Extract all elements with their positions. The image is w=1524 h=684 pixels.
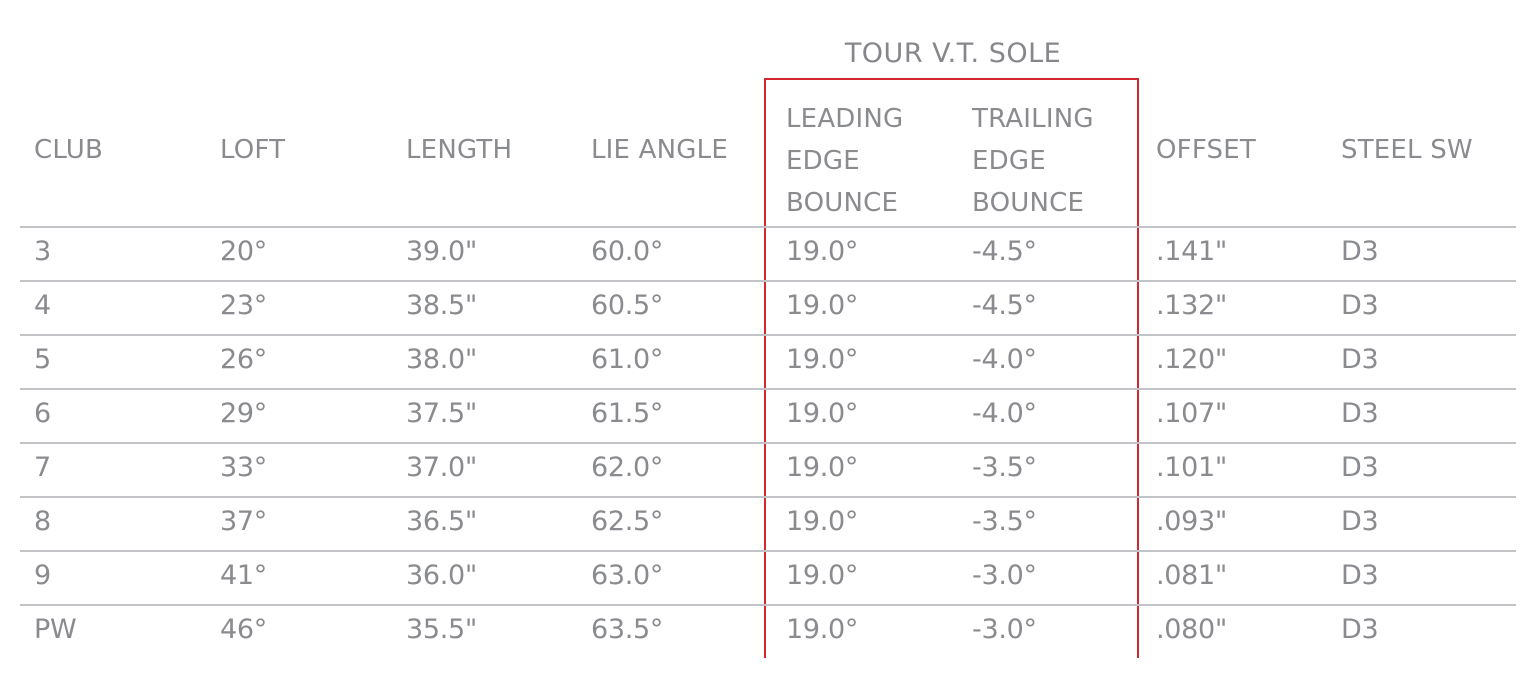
row-divider	[20, 604, 1516, 606]
cell-steel-sw: D3	[1341, 236, 1379, 267]
cell-loft: 37°	[220, 506, 267, 537]
header-trailing-edge-bounce-line-2: EDGE	[972, 146, 1046, 176]
cell-trailing-edge-bounce: -4.0°	[972, 398, 1037, 429]
cell-length: 37.5"	[406, 398, 478, 429]
cell-club: 6	[34, 398, 51, 429]
header-trailing-edge-bounce: TRAILING EDGE BOUNCE	[972, 98, 1142, 224]
cell-steel-sw: D3	[1341, 452, 1379, 483]
cell-leading-edge-bounce: 19.0°	[786, 614, 859, 645]
cell-lie-angle: 63.0°	[591, 560, 664, 591]
cell-lie-angle: 61.0°	[591, 344, 664, 375]
header-offset: OFFSET	[1156, 135, 1256, 165]
tour-vt-sole-highlight-box	[764, 78, 1139, 658]
cell-leading-edge-bounce: 19.0°	[786, 560, 859, 591]
cell-offset: .081"	[1156, 560, 1228, 591]
cell-loft: 33°	[220, 452, 267, 483]
cell-offset: .093"	[1156, 506, 1228, 537]
cell-length: 38.0"	[406, 344, 478, 375]
cell-leading-edge-bounce: 19.0°	[786, 344, 859, 375]
cell-loft: 26°	[220, 344, 267, 375]
cell-offset: .141"	[1156, 236, 1228, 267]
cell-trailing-edge-bounce: -3.0°	[972, 560, 1037, 591]
cell-offset: .101"	[1156, 452, 1228, 483]
cell-loft: 46°	[220, 614, 267, 645]
row-divider	[20, 550, 1516, 552]
cell-leading-edge-bounce: 19.0°	[786, 452, 859, 483]
cell-club: 7	[34, 452, 51, 483]
cell-steel-sw: D3	[1341, 290, 1379, 321]
cell-club: 5	[34, 344, 51, 375]
cell-steel-sw: D3	[1341, 506, 1379, 537]
cell-steel-sw: D3	[1341, 398, 1379, 429]
cell-length: 35.5"	[406, 614, 478, 645]
header-divider	[20, 226, 1516, 228]
cell-loft: 23°	[220, 290, 267, 321]
cell-trailing-edge-bounce: -3.0°	[972, 614, 1037, 645]
cell-offset: .132"	[1156, 290, 1228, 321]
cell-club: PW	[34, 614, 77, 645]
header-loft: LOFT	[220, 135, 286, 165]
cell-leading-edge-bounce: 19.0°	[786, 236, 859, 267]
header-trailing-edge-bounce-line-1: TRAILING	[972, 104, 1094, 134]
row-divider	[20, 388, 1516, 390]
group-header-tour-vt-sole: TOUR V.T. SOLE	[844, 38, 1062, 69]
cell-trailing-edge-bounce: -3.5°	[972, 452, 1037, 483]
header-leading-edge-bounce-line-1: LEADING	[786, 104, 904, 134]
header-length: LENGTH	[406, 135, 513, 165]
cell-loft: 29°	[220, 398, 267, 429]
cell-loft: 20°	[220, 236, 267, 267]
header-leading-edge-bounce: LEADING EDGE BOUNCE	[786, 98, 956, 224]
cell-lie-angle: 63.5°	[591, 614, 664, 645]
row-divider	[20, 334, 1516, 336]
row-divider	[20, 442, 1516, 444]
cell-lie-angle: 60.0°	[591, 236, 664, 267]
cell-club: 9	[34, 560, 51, 591]
header-lie-angle: LIE ANGLE	[591, 135, 728, 165]
cell-lie-angle: 61.5°	[591, 398, 664, 429]
cell-lie-angle: 62.5°	[591, 506, 664, 537]
cell-offset: .080"	[1156, 614, 1228, 645]
cell-loft: 41°	[220, 560, 267, 591]
header-steel-sw: STEEL SW	[1341, 135, 1473, 165]
row-divider	[20, 496, 1516, 498]
cell-steel-sw: D3	[1341, 560, 1379, 591]
cell-trailing-edge-bounce: -4.0°	[972, 344, 1037, 375]
cell-length: 38.5"	[406, 290, 478, 321]
cell-offset: .107"	[1156, 398, 1228, 429]
cell-trailing-edge-bounce: -4.5°	[972, 236, 1037, 267]
cell-leading-edge-bounce: 19.0°	[786, 398, 859, 429]
cell-steel-sw: D3	[1341, 614, 1379, 645]
header-trailing-edge-bounce-line-3: BOUNCE	[972, 188, 1085, 218]
header-leading-edge-bounce-line-3: BOUNCE	[786, 188, 899, 218]
cell-length: 36.0"	[406, 560, 478, 591]
cell-lie-angle: 62.0°	[591, 452, 664, 483]
cell-club: 8	[34, 506, 51, 537]
cell-club: 4	[34, 290, 51, 321]
cell-trailing-edge-bounce: -4.5°	[972, 290, 1037, 321]
cell-club: 3	[34, 236, 51, 267]
cell-leading-edge-bounce: 19.0°	[786, 506, 859, 537]
row-divider	[20, 280, 1516, 282]
cell-length: 39.0"	[406, 236, 478, 267]
cell-lie-angle: 60.5°	[591, 290, 664, 321]
cell-length: 37.0"	[406, 452, 478, 483]
header-leading-edge-bounce-line-2: EDGE	[786, 146, 860, 176]
cell-offset: .120"	[1156, 344, 1228, 375]
cell-leading-edge-bounce: 19.0°	[786, 290, 859, 321]
cell-length: 36.5"	[406, 506, 478, 537]
header-club: CLUB	[34, 135, 104, 165]
cell-trailing-edge-bounce: -3.5°	[972, 506, 1037, 537]
cell-steel-sw: D3	[1341, 344, 1379, 375]
